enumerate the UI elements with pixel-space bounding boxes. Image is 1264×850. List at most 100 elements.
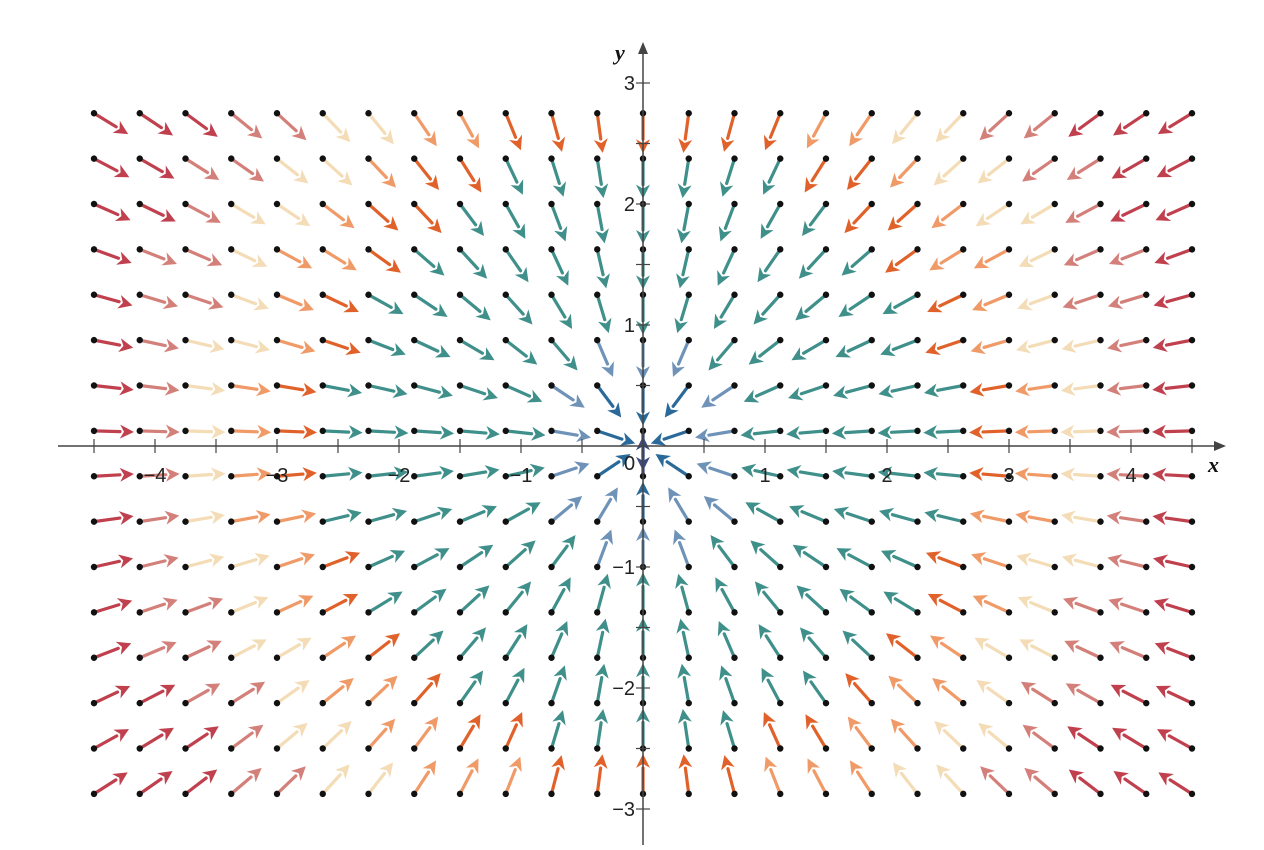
field-vector [504, 111, 523, 151]
field-vector [229, 338, 270, 354]
field-vector [504, 383, 543, 403]
field-vector [183, 424, 226, 439]
field-vector [183, 157, 220, 181]
base-point [822, 336, 830, 344]
base-point [136, 654, 143, 661]
base-point [319, 110, 326, 117]
base-point [502, 155, 509, 162]
base-point [777, 110, 784, 117]
base-point [914, 518, 921, 525]
field-vector [969, 424, 1011, 439]
base-point [502, 336, 509, 344]
base-point [273, 790, 281, 798]
field-vector [1112, 727, 1148, 751]
base-point [411, 291, 418, 298]
base-point [1051, 155, 1058, 162]
base-point [273, 473, 281, 480]
field-vector [229, 157, 264, 182]
field-vector [831, 425, 874, 440]
base-point [960, 291, 967, 298]
base-point [548, 155, 555, 162]
base-point [1097, 699, 1104, 707]
field-vector [1110, 684, 1148, 705]
base-point [182, 473, 189, 480]
field-vector [229, 681, 266, 705]
field-vector [595, 429, 636, 446]
field-vector [1106, 424, 1148, 439]
base-point [182, 200, 189, 208]
base-point [960, 200, 967, 208]
field-vector [974, 637, 1011, 660]
field-vector [366, 157, 397, 188]
base-point [90, 336, 98, 344]
field-vector [92, 598, 133, 614]
field-vector [1152, 424, 1194, 439]
base-point [594, 518, 601, 525]
field-vector [789, 505, 828, 524]
y-tick-label: −1 [612, 557, 635, 579]
x-tick-label: 3 [1003, 465, 1014, 487]
base-point [594, 246, 601, 253]
base-point [731, 382, 738, 389]
base-point [685, 382, 692, 389]
field-vector [549, 383, 585, 408]
field-vector [675, 573, 691, 614]
field-vector [1113, 771, 1148, 796]
base-point [1188, 382, 1196, 389]
field-vector [504, 667, 525, 705]
base-point [136, 518, 143, 525]
base-point [960, 699, 967, 707]
field-vector [807, 758, 828, 796]
base-point [1143, 336, 1150, 344]
field-vector [1018, 247, 1057, 267]
field-vector [796, 585, 828, 614]
base-point [411, 382, 418, 389]
base-point [456, 609, 464, 616]
field-vector [971, 552, 1011, 569]
base-point [960, 382, 967, 389]
base-point [228, 382, 235, 389]
base-point [273, 427, 281, 435]
base-point [868, 518, 875, 525]
field-vector [92, 729, 129, 751]
base-point [228, 336, 235, 344]
field-vector [138, 727, 174, 751]
base-point [914, 473, 921, 480]
base-point [1097, 563, 1104, 571]
field-vector [1152, 338, 1194, 352]
base-point [319, 336, 326, 344]
y-tick-label: −3 [612, 799, 635, 821]
base-point [182, 518, 189, 525]
field-vector [138, 684, 176, 705]
base-point [1005, 699, 1013, 707]
base-point [822, 246, 830, 253]
field-vector [1065, 202, 1103, 223]
field-vector [696, 461, 737, 478]
field-vector [321, 111, 351, 143]
base-point [868, 790, 875, 798]
base-point [319, 745, 326, 752]
base-point [228, 563, 235, 571]
field-vector [183, 293, 224, 310]
field-vector [458, 293, 491, 321]
base-point [1051, 291, 1058, 298]
field-vector [763, 111, 782, 151]
field-vector [595, 454, 631, 478]
base-point [456, 518, 464, 525]
field-vector [458, 714, 481, 751]
field-vector [412, 111, 437, 147]
field-vector [673, 529, 691, 569]
base-point [365, 518, 372, 525]
field-vector [595, 618, 610, 660]
base-point [182, 427, 189, 435]
base-point [365, 745, 372, 752]
base-point [685, 110, 692, 117]
base-point [594, 745, 601, 752]
base-point [914, 563, 921, 571]
base-point [1097, 110, 1104, 117]
field-vector [549, 338, 578, 371]
field-vector [412, 157, 440, 191]
base-point [319, 518, 326, 525]
field-vector [791, 338, 828, 361]
field-vector [412, 202, 442, 234]
